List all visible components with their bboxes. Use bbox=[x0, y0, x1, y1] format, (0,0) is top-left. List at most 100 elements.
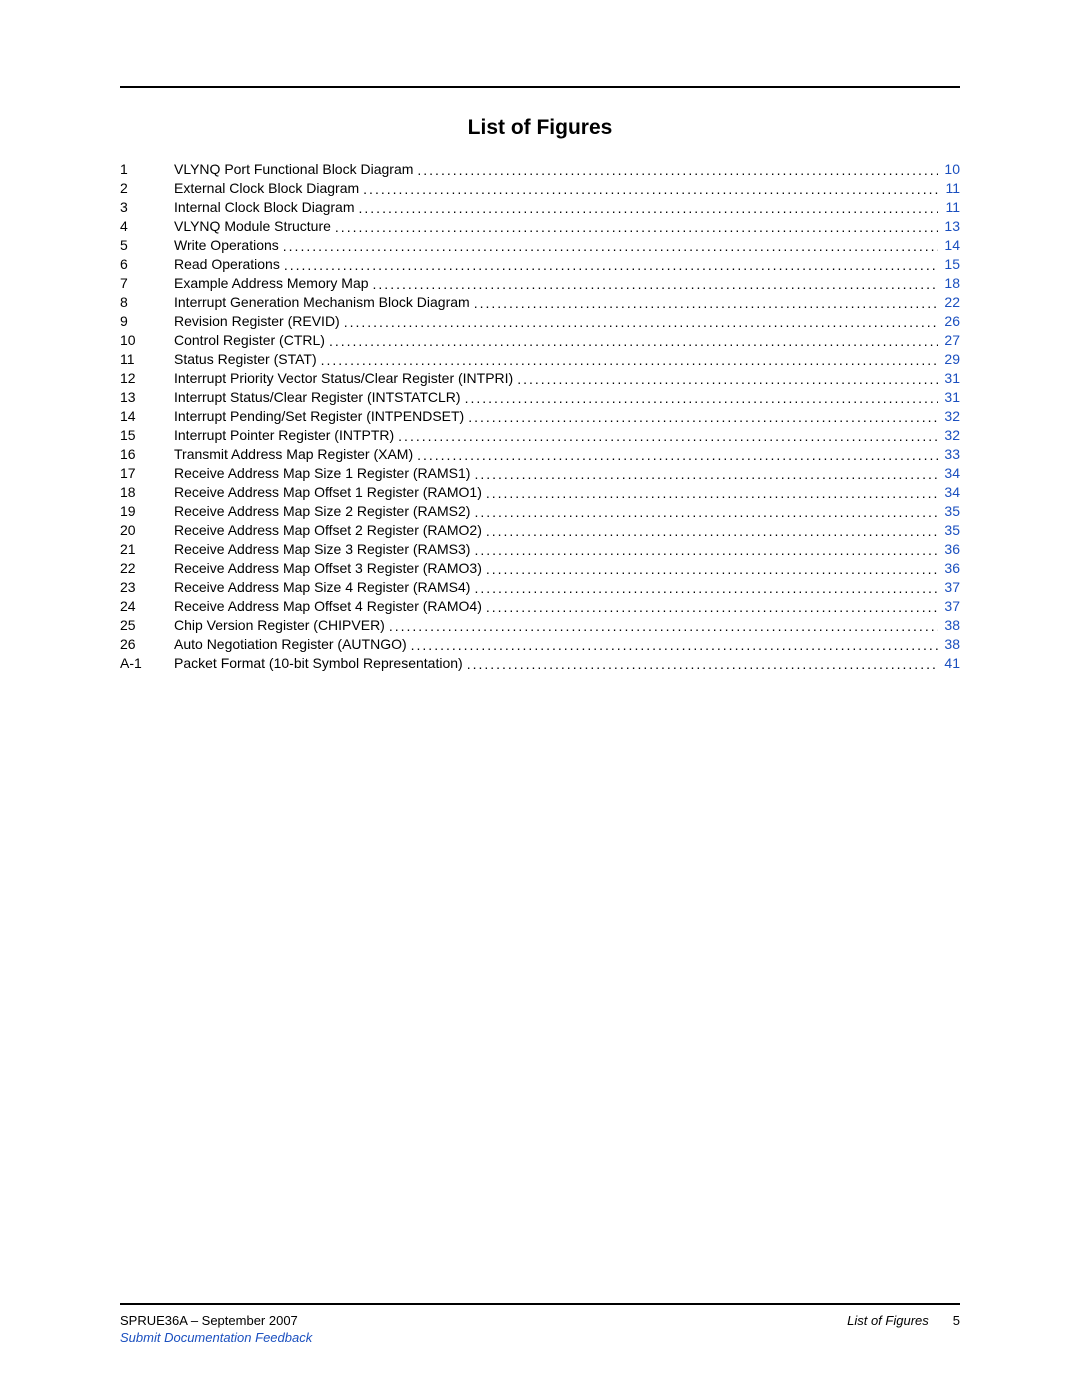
figure-number: 11 bbox=[120, 350, 174, 369]
leader-dots bbox=[359, 180, 938, 199]
figure-page-link[interactable]: 34 bbox=[938, 464, 960, 483]
figure-page-link[interactable]: 31 bbox=[938, 369, 960, 388]
figure-title: Chip Version Register (CHIPVER) bbox=[174, 616, 385, 635]
figure-number: 15 bbox=[120, 426, 174, 445]
figure-page-link[interactable]: 41 bbox=[938, 654, 960, 673]
figure-number: 12 bbox=[120, 369, 174, 388]
figure-title: Revision Register (REVID) bbox=[174, 312, 340, 331]
figure-page-link[interactable]: 31 bbox=[938, 388, 960, 407]
figure-number: 25 bbox=[120, 616, 174, 635]
figure-page-link[interactable]: 18 bbox=[938, 274, 960, 293]
figure-row: 15Interrupt Pointer Register (INTPTR) 32 bbox=[120, 426, 960, 445]
figure-page-link[interactable]: 27 bbox=[938, 331, 960, 350]
footer-line: SPRUE36A – September 2007 List of Figure… bbox=[120, 1313, 960, 1328]
figure-page-link[interactable]: 37 bbox=[938, 578, 960, 597]
figure-number: 10 bbox=[120, 331, 174, 350]
figure-row: 3Internal Clock Block Diagram11 bbox=[120, 198, 960, 217]
figure-page-link[interactable]: 15 bbox=[938, 255, 960, 274]
figure-row: 21Receive Address Map Size 3 Register (R… bbox=[120, 540, 960, 559]
figure-row: 9Revision Register (REVID) 26 bbox=[120, 312, 960, 331]
leader-dots bbox=[482, 484, 938, 503]
figure-page-link[interactable]: 11 bbox=[938, 198, 960, 217]
figure-page-link[interactable]: 36 bbox=[938, 540, 960, 559]
figure-number: 13 bbox=[120, 388, 174, 407]
page: List of Figures 1VLYNQ Port Functional B… bbox=[0, 0, 1080, 1397]
figure-number: 4 bbox=[120, 217, 174, 236]
figure-number: 14 bbox=[120, 407, 174, 426]
figure-page-link[interactable]: 35 bbox=[938, 521, 960, 540]
figure-row: 20Receive Address Map Offset 2 Register … bbox=[120, 521, 960, 540]
figure-row: 26Auto Negotiation Register (AUTNGO)38 bbox=[120, 635, 960, 654]
leader-dots bbox=[355, 199, 938, 218]
leader-dots bbox=[470, 579, 938, 598]
figure-page-link[interactable]: 38 bbox=[938, 635, 960, 654]
leader-dots bbox=[482, 560, 938, 579]
figure-page-link[interactable]: 38 bbox=[938, 616, 960, 635]
figure-page-link[interactable]: 22 bbox=[938, 293, 960, 312]
figure-page-link[interactable]: 26 bbox=[938, 312, 960, 331]
figure-page-link[interactable]: 29 bbox=[938, 350, 960, 369]
figure-row: 12Interrupt Priority Vector Status/Clear… bbox=[120, 369, 960, 388]
figure-title: Interrupt Pointer Register (INTPTR) bbox=[174, 426, 394, 445]
figure-title: Receive Address Map Size 1 Register (RAM… bbox=[174, 464, 470, 483]
figure-title: Control Register (CTRL) bbox=[174, 331, 325, 350]
figure-title: Interrupt Status/Clear Register (INTSTAT… bbox=[174, 388, 461, 407]
leader-dots bbox=[317, 351, 938, 370]
figure-page-link[interactable]: 33 bbox=[938, 445, 960, 464]
figure-title: Write Operations bbox=[174, 236, 279, 255]
leader-dots bbox=[470, 541, 938, 560]
figure-page-link[interactable]: 35 bbox=[938, 502, 960, 521]
figure-title: Receive Address Map Size 2 Register (RAM… bbox=[174, 502, 470, 521]
figure-row: 25Chip Version Register (CHIPVER) 38 bbox=[120, 616, 960, 635]
figure-row: 2External Clock Block Diagram 11 bbox=[120, 179, 960, 198]
feedback-link[interactable]: Submit Documentation Feedback bbox=[120, 1330, 312, 1345]
figure-number: 2 bbox=[120, 179, 174, 198]
figure-title: Read Operations bbox=[174, 255, 280, 274]
figure-row: 13Interrupt Status/Clear Register (INTST… bbox=[120, 388, 960, 407]
figure-page-link[interactable]: 14 bbox=[938, 236, 960, 255]
figure-title: Receive Address Map Size 3 Register (RAM… bbox=[174, 540, 470, 559]
figure-page-link[interactable]: 36 bbox=[938, 559, 960, 578]
figure-page-link[interactable]: 32 bbox=[938, 407, 960, 426]
leader-dots bbox=[482, 598, 938, 617]
figure-number: 1 bbox=[120, 160, 174, 179]
figure-page-link[interactable]: 32 bbox=[938, 426, 960, 445]
figure-title: Receive Address Map Offset 3 Register (R… bbox=[174, 559, 482, 578]
figure-number: A-1 bbox=[120, 654, 174, 673]
leader-dots bbox=[394, 427, 938, 446]
bottom-rule bbox=[120, 1303, 960, 1305]
figure-title: VLYNQ Port Functional Block Diagram bbox=[174, 160, 413, 179]
figure-title: VLYNQ Module Structure bbox=[174, 217, 331, 236]
leader-dots bbox=[413, 446, 938, 465]
figure-row: 10Control Register (CTRL) 27 bbox=[120, 331, 960, 350]
footer-page-number: 5 bbox=[953, 1313, 960, 1328]
figure-title: Packet Format (10-bit Symbol Representat… bbox=[174, 654, 463, 673]
figure-page-link[interactable]: 13 bbox=[938, 217, 960, 236]
leader-dots bbox=[279, 237, 938, 256]
figure-number: 23 bbox=[120, 578, 174, 597]
leader-dots bbox=[407, 636, 938, 655]
figure-title: Receive Address Map Offset 1 Register (R… bbox=[174, 483, 482, 502]
figure-page-link[interactable]: 34 bbox=[938, 483, 960, 502]
leader-dots bbox=[331, 218, 938, 237]
figure-row: A-1Packet Format (10-bit Symbol Represen… bbox=[120, 654, 960, 673]
figure-row: 8Interrupt Generation Mechanism Block Di… bbox=[120, 293, 960, 312]
figure-page-link[interactable]: 37 bbox=[938, 597, 960, 616]
figure-number: 7 bbox=[120, 274, 174, 293]
figure-title: External Clock Block Diagram bbox=[174, 179, 359, 198]
footer: SPRUE36A – September 2007 List of Figure… bbox=[120, 1303, 960, 1345]
footer-section-title: List of Figures bbox=[847, 1313, 929, 1328]
figure-number: 9 bbox=[120, 312, 174, 331]
leader-dots bbox=[470, 503, 938, 522]
figure-title: Status Register (STAT) bbox=[174, 350, 317, 369]
figure-page-link[interactable]: 10 bbox=[938, 160, 960, 179]
top-rule bbox=[120, 86, 960, 88]
figure-number: 26 bbox=[120, 635, 174, 654]
leader-dots bbox=[369, 275, 938, 294]
leader-dots bbox=[482, 522, 938, 541]
figure-page-link[interactable]: 11 bbox=[938, 179, 960, 198]
figure-number: 18 bbox=[120, 483, 174, 502]
figure-row: 23Receive Address Map Size 4 Register (R… bbox=[120, 578, 960, 597]
figure-row: 22Receive Address Map Offset 3 Register … bbox=[120, 559, 960, 578]
figure-number: 21 bbox=[120, 540, 174, 559]
